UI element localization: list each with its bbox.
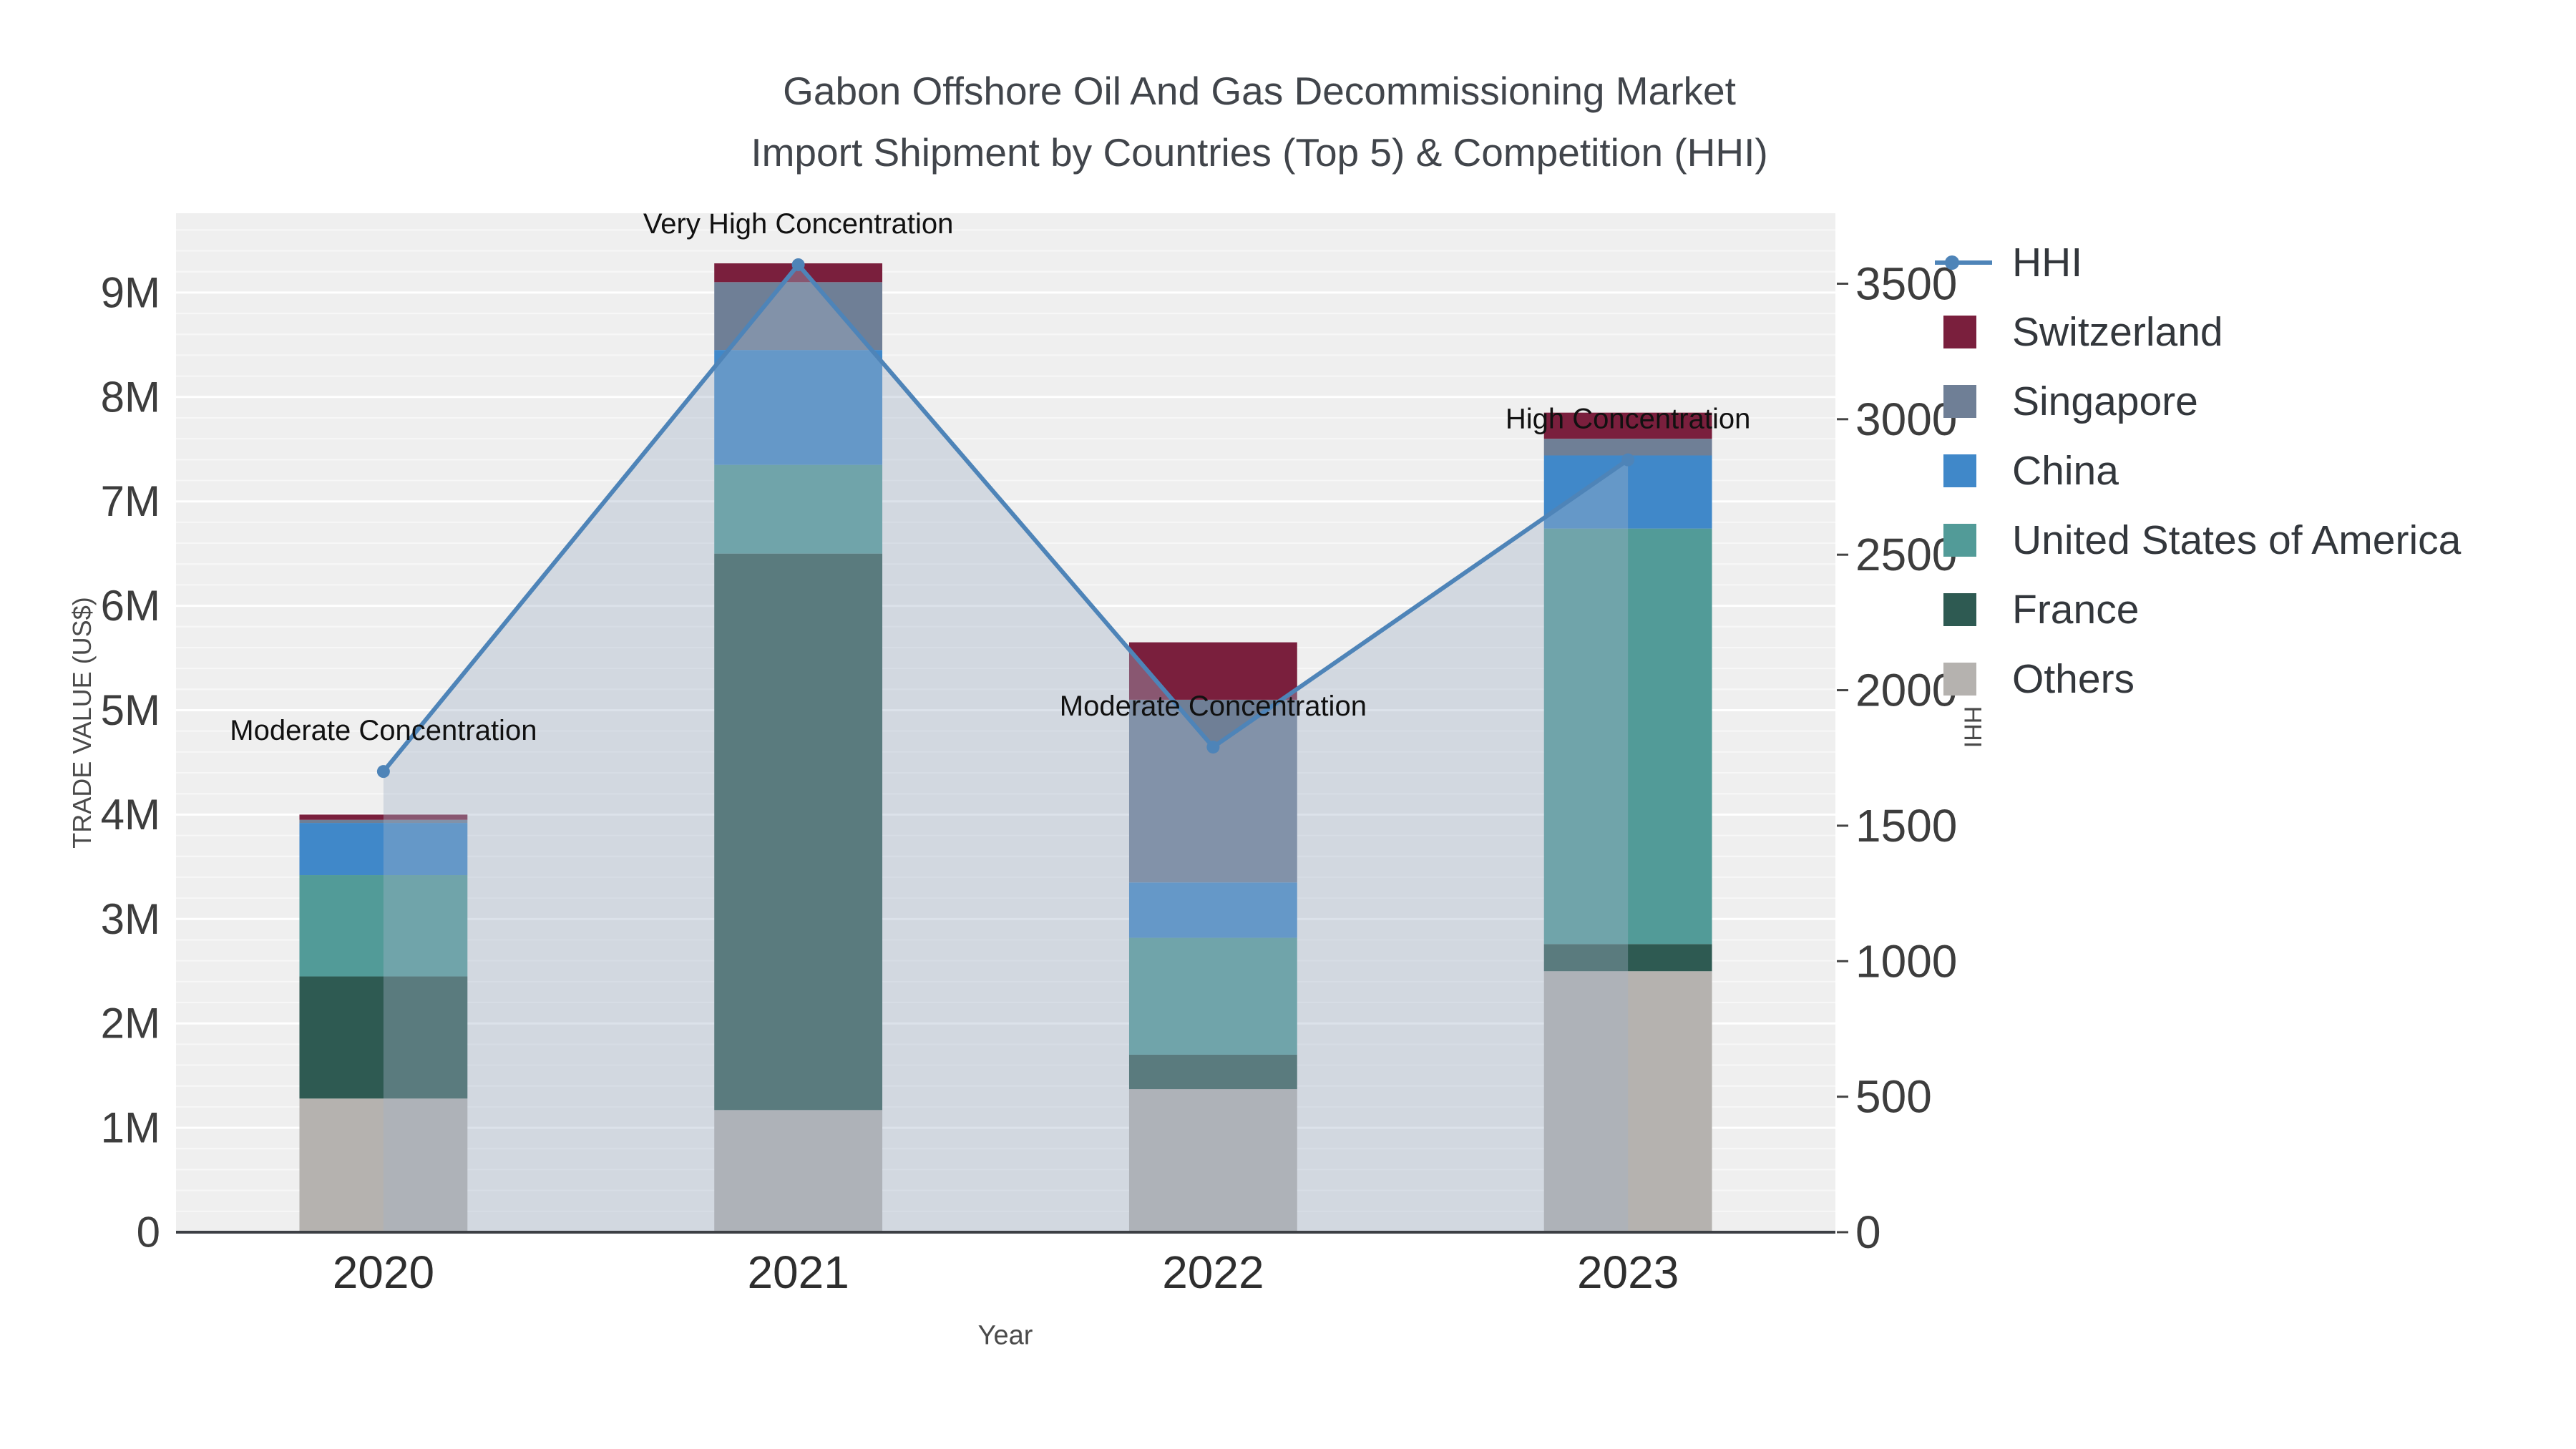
bar-segment-france-2022 [1128, 1054, 1297, 1090]
legend-item-singapore[interactable]: Singapore [1933, 366, 2461, 436]
chart-title-line2: Import Shipment by Countries (Top 5) & C… [751, 130, 1768, 175]
bar-segment-china-2021 [714, 350, 883, 465]
legend-item-united-states-of-america[interactable]: United States of America [1933, 505, 2461, 575]
bar-segment-united-states-of-america-2021 [714, 464, 883, 554]
y-left-tick-label: 2M [101, 1000, 160, 1048]
legend-label: Switzerland [2012, 308, 2223, 355]
bar-segment-united-states-of-america-2020 [299, 875, 468, 977]
annotation-2020: Moderate Concentration [230, 715, 537, 746]
bar-segment-singapore-2020 [299, 819, 468, 824]
bar-segment-others-2023 [1543, 971, 1712, 1232]
x-tick-label-2023: 2023 [1577, 1246, 1679, 1298]
bar-segment-united-states-of-america-2022 [1128, 937, 1297, 1055]
bar-segment-france-2021 [714, 553, 883, 1111]
legend-square-swatch [1933, 662, 1994, 696]
bar-segment-others-2020 [299, 1098, 468, 1232]
chart-title: Gabon Offshore Oil And Gas Decommissioni… [0, 60, 2519, 183]
bar-segment-singapore-2021 [714, 282, 883, 351]
legend-square-swatch [1933, 384, 1994, 418]
legend-label: China [2012, 447, 2119, 494]
x-axis-title: Year [977, 1320, 1033, 1351]
hhi-marker-2022 [1206, 741, 1220, 754]
y-left-tick-label: 5M [101, 686, 160, 734]
y-left-tick-label: 0 [137, 1209, 160, 1257]
annotation-2021: Very High Concentration [643, 208, 954, 240]
legend-label: HHI [2012, 239, 2083, 286]
bar-segment-china-2022 [1128, 882, 1297, 938]
y-left-tick-label: 9M [101, 268, 160, 316]
annotation-2022: Moderate Concentration [1060, 691, 1367, 722]
bar-segment-others-2021 [714, 1110, 883, 1232]
legend-label: France [2012, 586, 2140, 633]
legend-color-icon [1943, 315, 1976, 348]
legend-square-swatch [1933, 592, 1994, 626]
y-left-tick-label: 7M [101, 477, 160, 525]
legend-item-switzerland[interactable]: Switzerland [1933, 297, 2461, 366]
y-right-tick-label: 1000 [1855, 935, 1957, 987]
legend-color-icon [1943, 662, 1976, 696]
legend-item-france[interactable]: France [1933, 575, 2461, 644]
y-right-tick-label: 3500 [1855, 258, 1957, 309]
hhi-line [381, 262, 1629, 774]
bar-segment-france-2023 [1543, 944, 1712, 972]
legend: HHI Switzerland Singapore China United State… [1933, 228, 2461, 713]
x-tick-label-2020: 2020 [333, 1246, 434, 1298]
hhi-marker-2021 [791, 258, 805, 271]
legend-label: Singapore [2012, 378, 2198, 424]
x-tick-label-2021: 2021 [747, 1246, 849, 1298]
y-left-tick-label: 1M [101, 1104, 160, 1152]
y-right-tick-label: 2500 [1855, 529, 1957, 580]
chart-title-line1: Gabon Offshore Oil And Gas Decommissioni… [783, 69, 1736, 113]
bar-segment-others-2022 [1128, 1089, 1297, 1232]
legend-square-swatch [1933, 523, 1994, 557]
bar-segment-singapore-2023 [1543, 439, 1712, 456]
y-right-tick-label: 1500 [1855, 800, 1957, 852]
hhi-marker-2023 [1621, 453, 1635, 467]
hhi-area [383, 264, 1629, 1232]
bar-segment-france-2020 [299, 976, 468, 1099]
legend-color-icon [1943, 384, 1976, 418]
y-right-tick-label: 3000 [1855, 394, 1957, 445]
legend-line-swatch [1933, 246, 1994, 279]
legend-color-icon [1943, 523, 1976, 557]
y-right-tick-label: 0 [1855, 1206, 1881, 1258]
legend-item-others[interactable]: Others [1933, 644, 2461, 713]
legend-color-icon [1943, 592, 1976, 626]
bar-segment-china-2020 [299, 823, 468, 876]
legend-label: United States of America [2012, 517, 2462, 563]
bar-segment-switzerland-2020 [299, 814, 468, 820]
hhi-marker-2020 [376, 765, 390, 779]
bar-segment-china-2023 [1543, 455, 1712, 529]
legend-square-swatch [1933, 454, 1994, 487]
bar-segment-switzerland-2022 [1128, 642, 1297, 700]
legend-item-hhi[interactable]: HHI [1933, 228, 2461, 297]
y-left-tick-label: 4M [101, 791, 160, 839]
bar-segment-united-states-of-america-2023 [1543, 528, 1712, 945]
legend-label: Others [2012, 655, 2135, 702]
y-right-tick-label: 500 [1855, 1071, 1932, 1123]
y-left-tick-label: 6M [101, 582, 160, 630]
y-right-tick-label: 2000 [1855, 665, 1957, 716]
x-tick-label-2022: 2022 [1162, 1246, 1264, 1298]
y-axis-title-left: TRADE VALUE (US$) [67, 597, 97, 849]
y-left-tick-label: 8M [101, 373, 160, 421]
bar-segment-switzerland-2023 [1543, 412, 1712, 439]
y-left-tick-label: 3M [101, 895, 160, 943]
legend-square-swatch [1933, 315, 1994, 348]
legend-color-icon [1943, 454, 1976, 487]
legend-item-china[interactable]: China [1933, 436, 2461, 505]
annotation-2023: High Concentration [1506, 404, 1750, 435]
bar-segment-singapore-2022 [1128, 699, 1297, 883]
